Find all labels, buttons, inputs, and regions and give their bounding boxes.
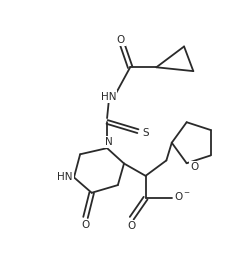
Text: HN: HN <box>57 172 72 182</box>
Text: O: O <box>117 34 125 45</box>
Text: O: O <box>127 221 136 231</box>
Text: N: N <box>105 137 113 147</box>
Text: S: S <box>142 128 149 138</box>
Text: HN: HN <box>101 91 116 102</box>
Text: O$^-$: O$^-$ <box>174 190 191 202</box>
Text: O: O <box>190 162 198 172</box>
Text: O: O <box>81 220 90 230</box>
